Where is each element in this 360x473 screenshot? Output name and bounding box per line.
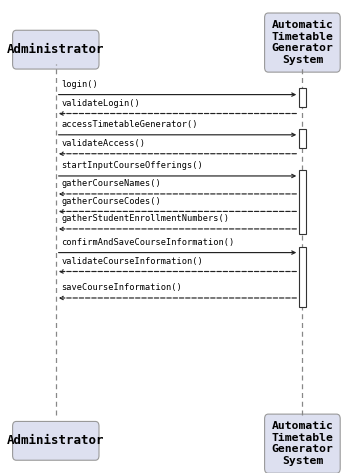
Text: accessTimetableGenerator(): accessTimetableGenerator() [61,120,198,129]
Bar [299,129,306,148]
FancyBboxPatch shape [265,13,340,72]
FancyBboxPatch shape [13,421,99,460]
Text: Administrator: Administrator [7,434,104,447]
Bar [299,170,306,234]
Text: gatherCourseNames(): gatherCourseNames() [61,179,161,188]
Text: confirmAndSaveCourseInformation(): confirmAndSaveCourseInformation() [61,238,234,247]
Bar [299,247,306,307]
Bar [299,88,306,107]
Text: saveCourseInformation(): saveCourseInformation() [61,283,182,292]
Text: Automatic
Timetable
Generator
System: Automatic Timetable Generator System [271,421,333,466]
Text: login(): login() [61,80,98,89]
Text: Automatic
Timetable
Generator
System: Automatic Timetable Generator System [271,20,333,65]
Text: validateCourseInformation(): validateCourseInformation() [61,257,203,266]
Text: Administrator: Administrator [7,43,104,56]
Text: gatherCourseCodes(): gatherCourseCodes() [61,197,161,206]
Text: startInputCourseOfferings(): startInputCourseOfferings() [61,161,203,170]
Text: gatherStudentEnrollmentNumbers(): gatherStudentEnrollmentNumbers() [61,214,229,223]
FancyBboxPatch shape [265,414,340,473]
Text: validateLogin(): validateLogin() [61,99,140,108]
Text: validateAccess(): validateAccess() [61,139,145,148]
FancyBboxPatch shape [13,30,99,69]
